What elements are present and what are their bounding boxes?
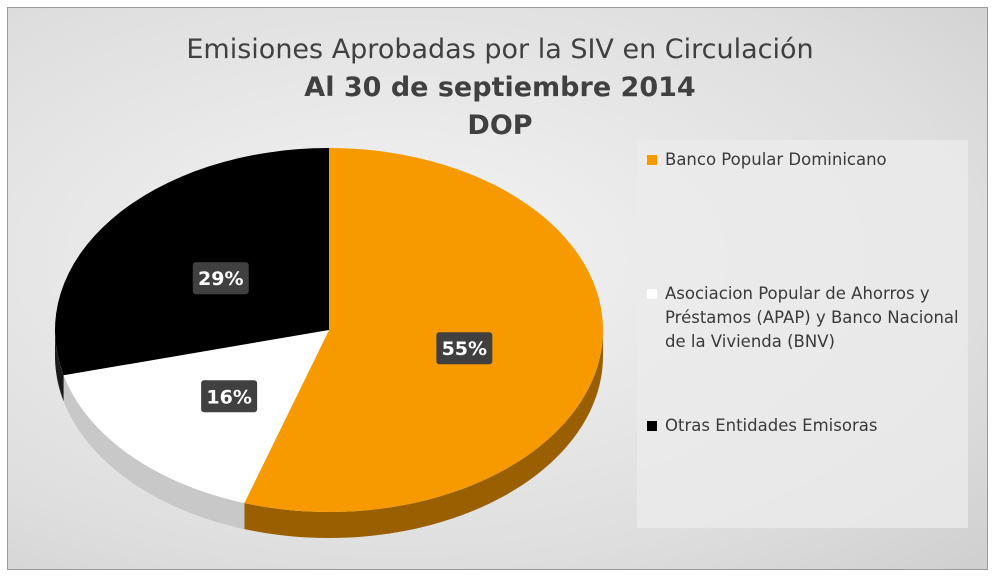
data-label-box bbox=[201, 380, 258, 413]
chart-title: Emisiones Aprobadas por la SIV en Circul… bbox=[186, 34, 813, 65]
slice bbox=[244, 148, 603, 513]
slice bbox=[63, 330, 329, 504]
legend-swatch bbox=[647, 155, 657, 165]
legend-label: Banco Popular Dominicano bbox=[665, 150, 887, 169]
data-label: 29% bbox=[198, 268, 243, 290]
data-label: 16% bbox=[206, 386, 251, 408]
legend-swatch bbox=[647, 289, 657, 299]
legend-item: Asociacion Popular de Ahorros y Préstamo… bbox=[647, 282, 962, 354]
slice-side bbox=[63, 375, 245, 530]
slice-side bbox=[244, 330, 603, 538]
legend-item: Banco Popular Dominicano bbox=[647, 148, 962, 172]
data-label-box bbox=[192, 262, 249, 295]
chart-title: Al 30 de septiembre 2014 bbox=[304, 72, 695, 103]
chart-title: DOP bbox=[467, 110, 532, 141]
legend-swatch bbox=[647, 421, 657, 431]
legend-label: Asociacion Popular de Ahorros y Préstamo… bbox=[665, 284, 959, 351]
data-label: 55% bbox=[442, 338, 487, 360]
slice-side bbox=[55, 330, 64, 402]
legend-label: Otras Entidades Emisoras bbox=[665, 416, 878, 435]
data-label-box bbox=[436, 332, 493, 365]
legend-item: Otras Entidades Emisoras bbox=[647, 414, 962, 438]
legend: Banco Popular Dominicano Asociacion Popul… bbox=[637, 140, 968, 528]
slice bbox=[54, 148, 329, 376]
